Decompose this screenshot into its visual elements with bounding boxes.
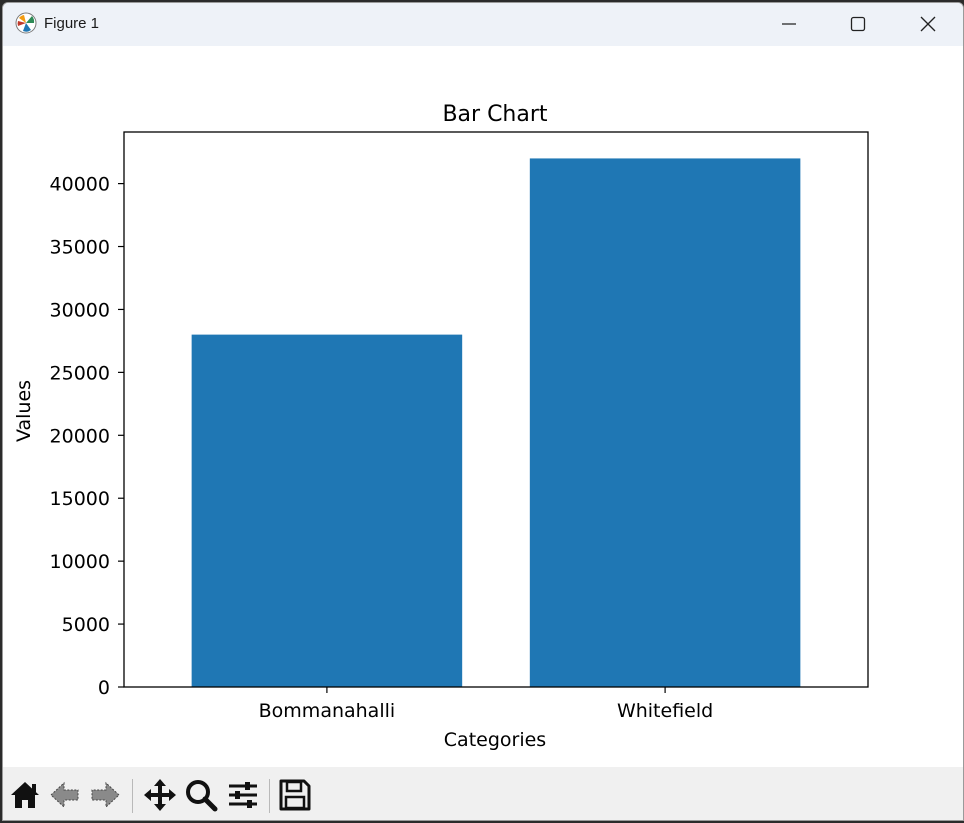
home-button[interactable] bbox=[7, 777, 43, 813]
zoom-button[interactable] bbox=[183, 777, 219, 813]
navigation-toolbar bbox=[3, 767, 963, 820]
magnifier-icon bbox=[186, 780, 218, 812]
y-tick-label: 10000 bbox=[50, 551, 110, 573]
y-axis-ticks: 0 5000 10000 15000 20000 25000 30000 35000 40000 bbox=[50, 174, 124, 699]
close-button[interactable] bbox=[905, 3, 951, 46]
y-axis-label: Values bbox=[13, 380, 35, 442]
pan-button[interactable] bbox=[142, 777, 178, 813]
y-tick-label: 40000 bbox=[50, 174, 110, 196]
configure-subplots-button[interactable] bbox=[225, 777, 261, 813]
back-arrow-icon bbox=[50, 781, 79, 809]
y-tick-label: 35000 bbox=[50, 237, 110, 259]
x-axis-ticks: Bommanahalli Whitefield bbox=[259, 687, 713, 722]
y-tick-label: 0 bbox=[98, 677, 110, 699]
back-button[interactable] bbox=[47, 777, 83, 813]
bars-group bbox=[191, 158, 801, 687]
minimize-button[interactable] bbox=[766, 3, 812, 46]
bar-bommanahalli bbox=[191, 334, 463, 687]
y-tick-label: 5000 bbox=[62, 614, 110, 636]
y-tick-label: 30000 bbox=[50, 299, 110, 321]
figure-canvas[interactable]: Bar Chart 0 5000 10000 15000 20000 25000 30000… bbox=[3, 46, 963, 767]
move-icon bbox=[144, 779, 176, 811]
sliders-icon bbox=[229, 782, 257, 808]
bar-chart: Bar Chart 0 5000 10000 15000 20000 25000 30000… bbox=[13, 102, 869, 751]
forward-button[interactable] bbox=[87, 777, 123, 813]
y-tick-label: 25000 bbox=[50, 362, 110, 384]
axes-frame bbox=[123, 131, 869, 688]
forward-arrow-icon bbox=[91, 781, 120, 809]
home-icon bbox=[11, 782, 39, 808]
floppy-disk-icon bbox=[279, 779, 311, 811]
y-tick-label: 20000 bbox=[50, 425, 110, 447]
minimize-icon bbox=[782, 23, 796, 25]
maximize-icon bbox=[850, 16, 866, 32]
close-icon bbox=[920, 16, 936, 32]
save-button[interactable] bbox=[277, 777, 313, 813]
matplotlib-logo-icon bbox=[15, 12, 37, 34]
toolbar-separator bbox=[269, 779, 270, 813]
x-tick-label: Whitefield bbox=[617, 700, 713, 722]
chart-title: Bar Chart bbox=[442, 102, 547, 127]
title-bar[interactable]: Figure 1 bbox=[3, 3, 963, 46]
bar-whitefield bbox=[529, 158, 801, 687]
x-tick-label: Bommanahalli bbox=[259, 700, 396, 722]
window-title: Figure 1 bbox=[44, 15, 100, 32]
maximize-button[interactable] bbox=[835, 3, 881, 46]
x-axis-label: Categories bbox=[444, 729, 546, 751]
toolbar-separator bbox=[132, 779, 133, 813]
y-tick-label: 15000 bbox=[50, 488, 110, 510]
